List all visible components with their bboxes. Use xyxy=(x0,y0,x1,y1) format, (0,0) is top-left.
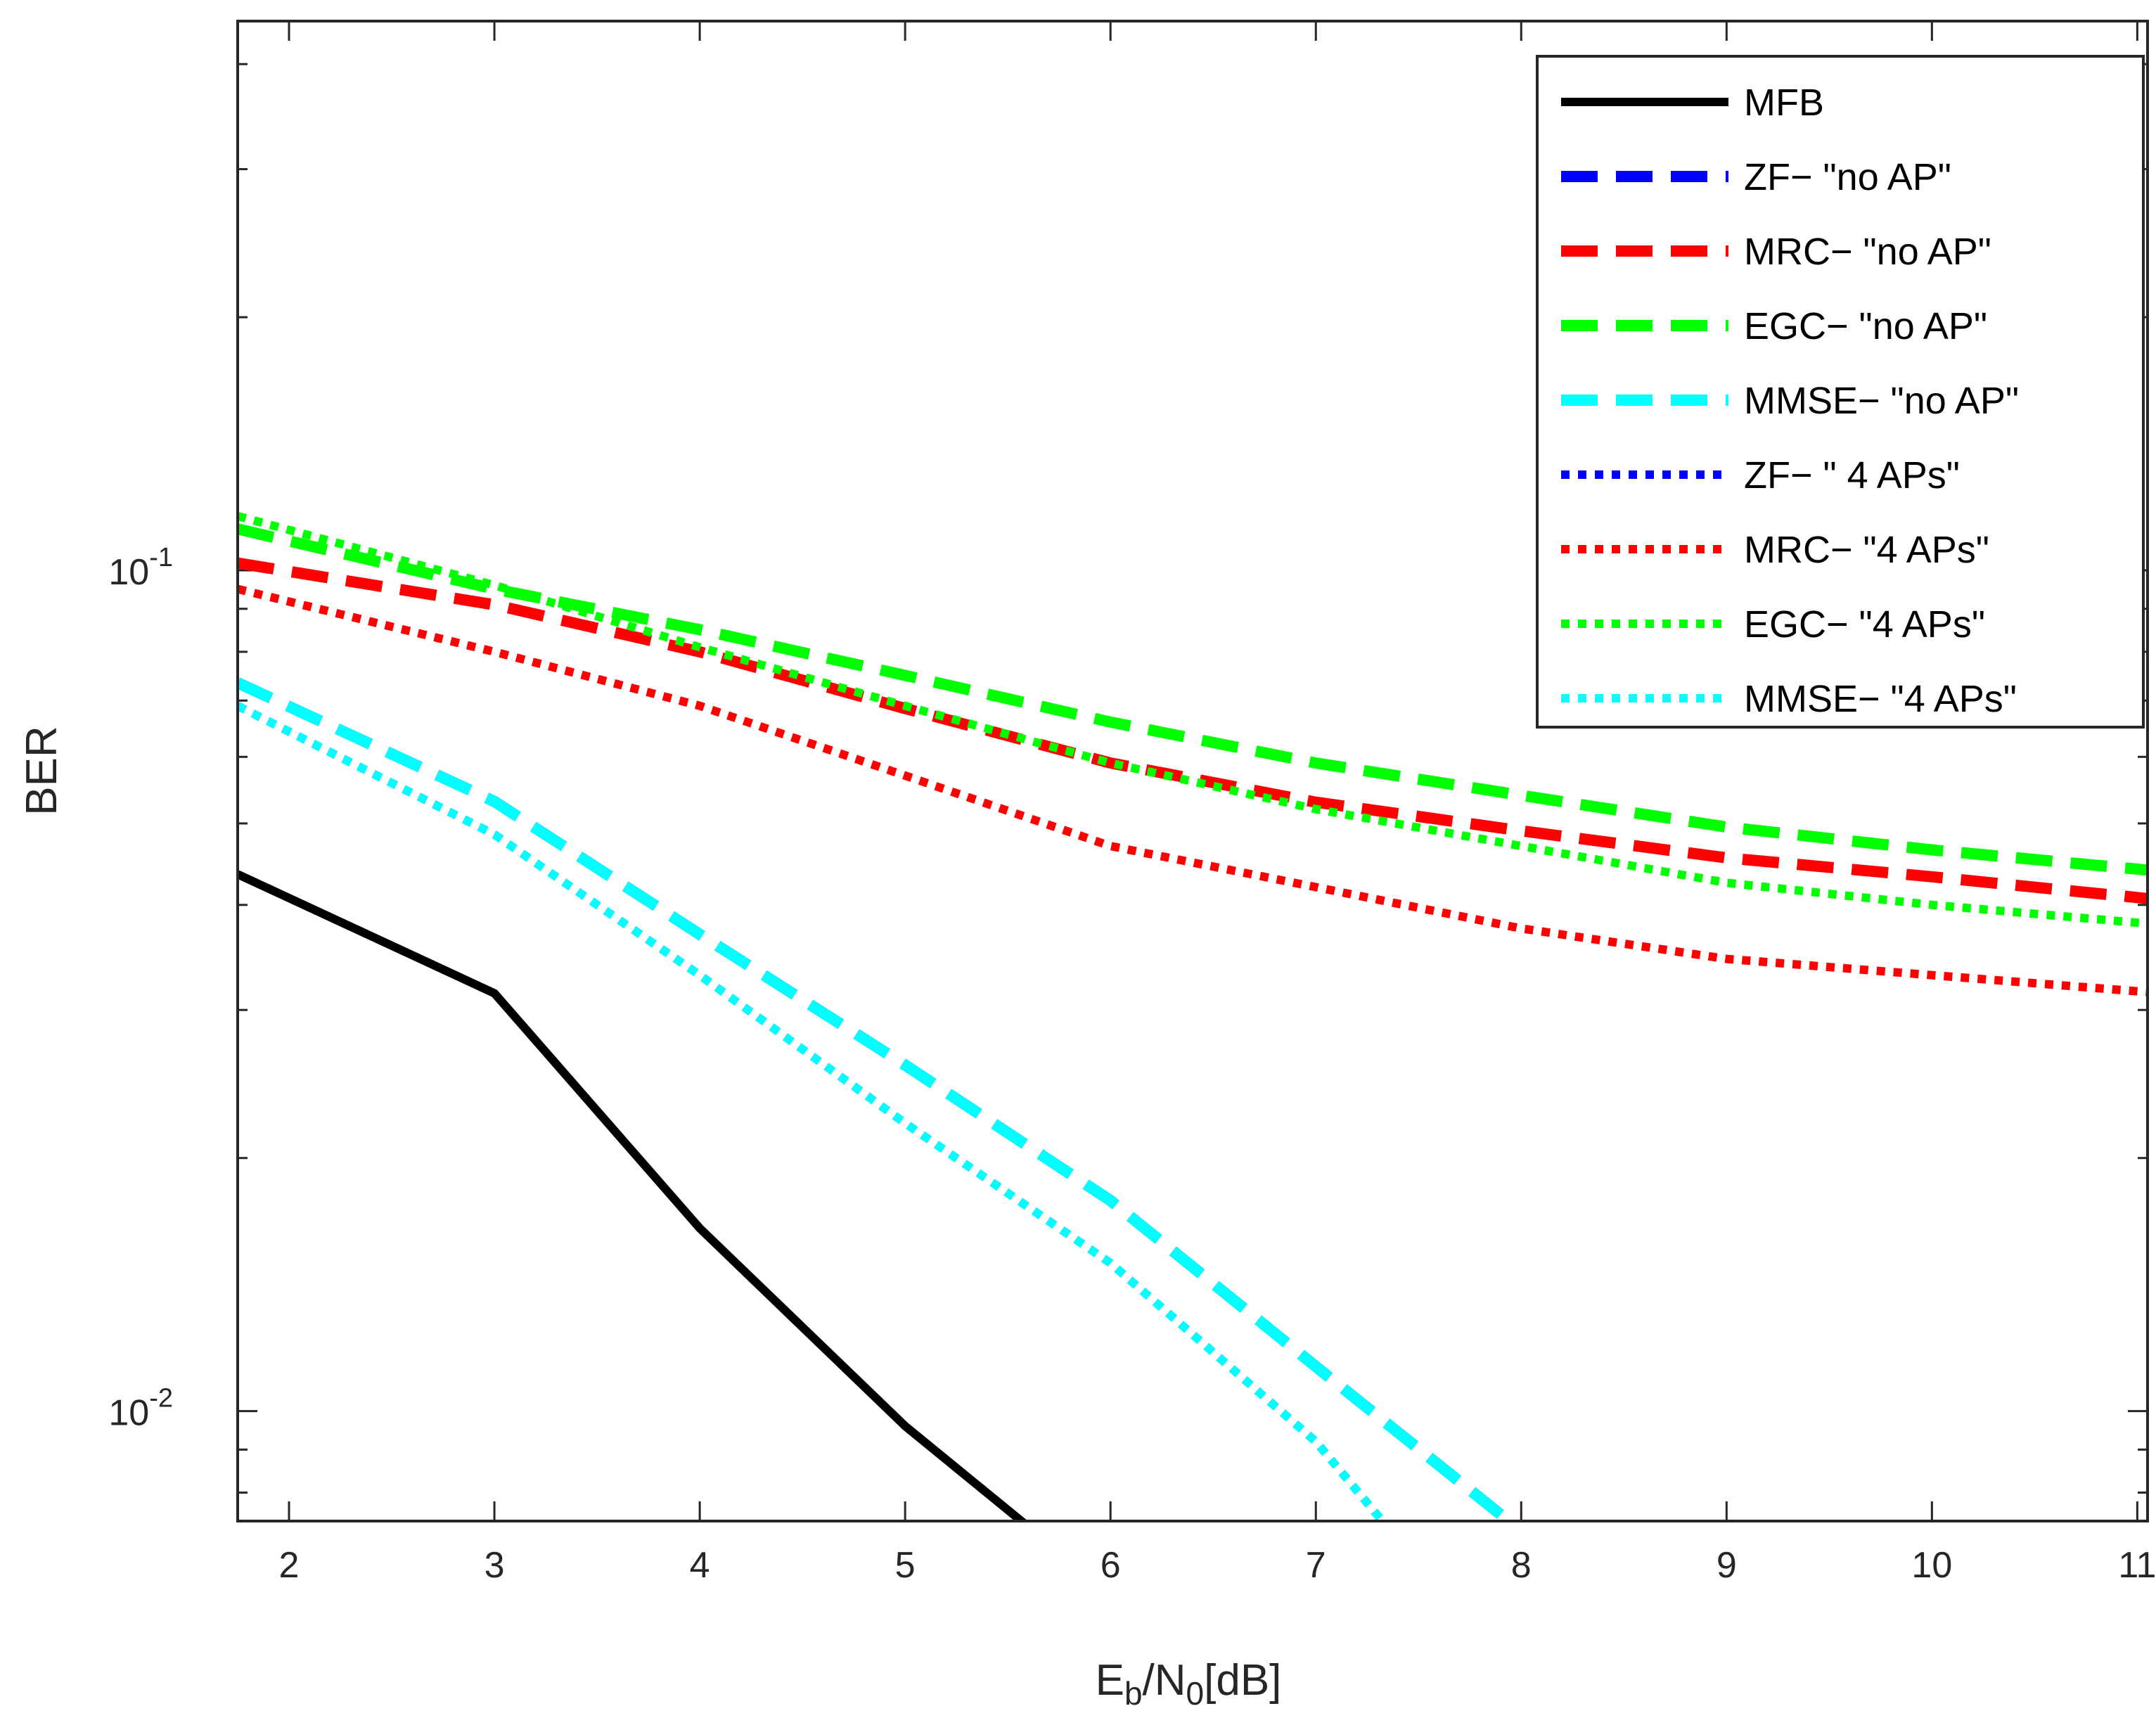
legend-label: ZF− " 4 APs" xyxy=(1744,454,1960,496)
legend-label: MMSE− "4 APs" xyxy=(1744,678,2017,720)
x-tick-label: 11 xyxy=(2118,1545,2156,1586)
x-tick-label: 9 xyxy=(1717,1545,1737,1586)
legend-label: MMSE− "no AP" xyxy=(1744,380,2019,422)
series-line-mmse-no-ap xyxy=(238,677,1518,1521)
x-tick-label: 7 xyxy=(1306,1545,1326,1586)
x-tick-label: 4 xyxy=(690,1545,710,1586)
axes-box xyxy=(236,20,2149,1522)
legend-box xyxy=(1536,55,2145,729)
series-line-egc-4-aps xyxy=(238,512,2148,928)
x-tick-label: 2 xyxy=(279,1545,300,1586)
x-tick-label: 8 xyxy=(1511,1545,1532,1586)
x-tick-label: 10 xyxy=(1911,1545,1952,1586)
series-layer xyxy=(238,512,2148,1521)
x-axis-label: Eb/N0[dB] xyxy=(1096,1656,1282,1712)
legend: MFB ZF− "no AP" MRC− "no AP" EGC− "no AP" MM… xyxy=(1536,55,2145,729)
legend-label: EGC− "no AP" xyxy=(1744,305,1987,347)
x-tick-labels: 2 3 4 5 6 7 8 9 10 11 xyxy=(279,1545,2156,1586)
legend-label: MFB xyxy=(1744,82,1824,124)
legend-label: EGC− "4 APs" xyxy=(1744,603,1985,646)
legend-label: MRC− "4 APs" xyxy=(1744,529,1989,571)
series-line-egc-no-ap xyxy=(238,523,2148,876)
major-ticks xyxy=(238,21,2148,1521)
y-axis-label: BER xyxy=(18,726,66,815)
x-tick-label: 6 xyxy=(1101,1545,1121,1586)
legend-label: MRC− "no AP" xyxy=(1744,231,1991,273)
y-tick-label: 10-1 xyxy=(108,543,173,593)
minor-ticks xyxy=(238,63,2148,1494)
series-line-mrc-no-ap xyxy=(238,557,2148,904)
series-line-mmse-4-aps xyxy=(238,702,1388,1521)
legend-items: MFB ZF− "no AP" MRC− "no AP" EGC− "no AP" MM… xyxy=(1561,82,2019,720)
series-line-mfb xyxy=(238,870,1028,1521)
x-tick-label: 3 xyxy=(485,1545,505,1586)
legend-label: ZF− "no AP" xyxy=(1744,156,1951,198)
y-tick-labels: 10-2 10-1 xyxy=(108,543,173,1434)
x-tick-label: 5 xyxy=(895,1545,916,1586)
series-line-mrc-4-aps xyxy=(238,584,2148,996)
y-tick-label: 10-2 xyxy=(108,1384,173,1434)
